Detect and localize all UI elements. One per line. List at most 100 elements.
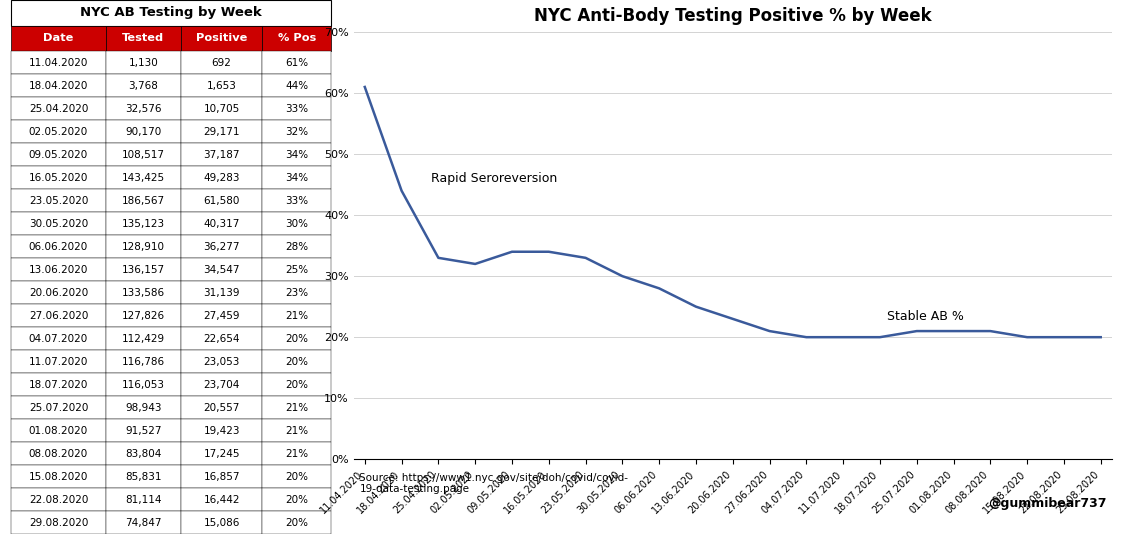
- Text: 19,423: 19,423: [203, 426, 240, 436]
- FancyBboxPatch shape: [181, 304, 263, 327]
- Text: 20%: 20%: [285, 472, 309, 482]
- FancyBboxPatch shape: [181, 511, 263, 534]
- FancyBboxPatch shape: [106, 258, 181, 281]
- FancyBboxPatch shape: [263, 304, 331, 327]
- Text: 15,086: 15,086: [203, 517, 240, 528]
- Text: 30.05.2020: 30.05.2020: [29, 218, 88, 229]
- Text: 23,053: 23,053: [203, 357, 240, 367]
- FancyBboxPatch shape: [263, 419, 331, 442]
- Text: 13.06.2020: 13.06.2020: [29, 265, 88, 274]
- FancyBboxPatch shape: [106, 97, 181, 120]
- FancyBboxPatch shape: [263, 442, 331, 465]
- FancyBboxPatch shape: [106, 396, 181, 419]
- FancyBboxPatch shape: [181, 419, 263, 442]
- FancyBboxPatch shape: [106, 189, 181, 212]
- FancyBboxPatch shape: [11, 327, 106, 350]
- FancyBboxPatch shape: [263, 350, 331, 373]
- Text: Rapid Seroreversion: Rapid Seroreversion: [431, 171, 557, 185]
- Text: 37,187: 37,187: [203, 150, 240, 160]
- Text: % Pos: % Pos: [277, 34, 316, 43]
- FancyBboxPatch shape: [11, 189, 106, 212]
- FancyBboxPatch shape: [263, 26, 331, 51]
- FancyBboxPatch shape: [11, 465, 106, 488]
- Text: 112,429: 112,429: [121, 334, 165, 343]
- FancyBboxPatch shape: [11, 51, 106, 74]
- FancyBboxPatch shape: [11, 120, 106, 143]
- FancyBboxPatch shape: [11, 74, 106, 97]
- FancyBboxPatch shape: [11, 350, 106, 373]
- FancyBboxPatch shape: [181, 327, 263, 350]
- Text: 21%: 21%: [285, 311, 309, 320]
- FancyBboxPatch shape: [11, 304, 106, 327]
- Text: 1,653: 1,653: [207, 81, 237, 91]
- Text: 81,114: 81,114: [125, 494, 162, 505]
- Text: 36,277: 36,277: [203, 242, 240, 252]
- Text: 22.08.2020: 22.08.2020: [29, 494, 88, 505]
- Text: 27.06.2020: 27.06.2020: [29, 311, 88, 320]
- Text: 83,804: 83,804: [125, 449, 162, 459]
- Text: 32%: 32%: [285, 127, 309, 137]
- FancyBboxPatch shape: [263, 511, 331, 534]
- FancyBboxPatch shape: [11, 143, 106, 166]
- FancyBboxPatch shape: [181, 26, 263, 51]
- Text: 40,317: 40,317: [203, 218, 240, 229]
- FancyBboxPatch shape: [106, 419, 181, 442]
- FancyBboxPatch shape: [11, 166, 106, 189]
- FancyBboxPatch shape: [11, 26, 106, 51]
- Text: 49,283: 49,283: [203, 172, 240, 183]
- Text: 02.05.2020: 02.05.2020: [29, 127, 88, 137]
- FancyBboxPatch shape: [106, 442, 181, 465]
- Text: 133,586: 133,586: [121, 288, 165, 297]
- Text: 11.07.2020: 11.07.2020: [29, 357, 88, 367]
- FancyBboxPatch shape: [106, 281, 181, 304]
- FancyBboxPatch shape: [11, 419, 106, 442]
- Text: 01.08.2020: 01.08.2020: [29, 426, 88, 436]
- Title: NYC Anti-Body Testing Positive % by Week: NYC Anti-Body Testing Positive % by Week: [533, 7, 932, 25]
- FancyBboxPatch shape: [181, 143, 263, 166]
- FancyBboxPatch shape: [11, 373, 106, 396]
- FancyBboxPatch shape: [263, 189, 331, 212]
- FancyBboxPatch shape: [263, 465, 331, 488]
- Text: 34,547: 34,547: [203, 265, 240, 274]
- Text: 20%: 20%: [285, 517, 309, 528]
- Text: 692: 692: [212, 58, 231, 68]
- Text: 08.08.2020: 08.08.2020: [29, 449, 88, 459]
- FancyBboxPatch shape: [106, 304, 181, 327]
- FancyBboxPatch shape: [11, 281, 106, 304]
- FancyBboxPatch shape: [181, 189, 263, 212]
- Text: NYC AB Testing by Week: NYC AB Testing by Week: [81, 6, 262, 19]
- FancyBboxPatch shape: [106, 143, 181, 166]
- FancyBboxPatch shape: [181, 212, 263, 235]
- FancyBboxPatch shape: [11, 396, 106, 419]
- FancyBboxPatch shape: [181, 166, 263, 189]
- Text: 16,442: 16,442: [203, 494, 240, 505]
- FancyBboxPatch shape: [106, 51, 181, 74]
- Text: 33%: 33%: [285, 195, 309, 206]
- FancyBboxPatch shape: [106, 235, 181, 258]
- Text: 09.05.2020: 09.05.2020: [29, 150, 88, 160]
- FancyBboxPatch shape: [181, 396, 263, 419]
- Text: 21%: 21%: [285, 403, 309, 413]
- Text: 29,171: 29,171: [203, 127, 240, 137]
- FancyBboxPatch shape: [106, 166, 181, 189]
- Text: 04.07.2020: 04.07.2020: [29, 334, 88, 343]
- Text: 15.08.2020: 15.08.2020: [29, 472, 88, 482]
- Text: 20%: 20%: [285, 380, 309, 390]
- Text: Date: Date: [44, 34, 74, 43]
- FancyBboxPatch shape: [181, 97, 263, 120]
- FancyBboxPatch shape: [263, 212, 331, 235]
- FancyBboxPatch shape: [263, 97, 331, 120]
- Text: Stable AB %: Stable AB %: [887, 310, 965, 323]
- Text: 34%: 34%: [285, 172, 309, 183]
- Text: 10,705: 10,705: [203, 104, 240, 114]
- Text: 108,517: 108,517: [121, 150, 165, 160]
- Text: 128,910: 128,910: [121, 242, 165, 252]
- Text: 61%: 61%: [285, 58, 309, 68]
- FancyBboxPatch shape: [106, 120, 181, 143]
- Text: 20%: 20%: [285, 334, 309, 343]
- Text: 30%: 30%: [285, 218, 309, 229]
- Text: 23,704: 23,704: [203, 380, 240, 390]
- FancyBboxPatch shape: [263, 281, 331, 304]
- Text: 20,557: 20,557: [203, 403, 240, 413]
- FancyBboxPatch shape: [181, 373, 263, 396]
